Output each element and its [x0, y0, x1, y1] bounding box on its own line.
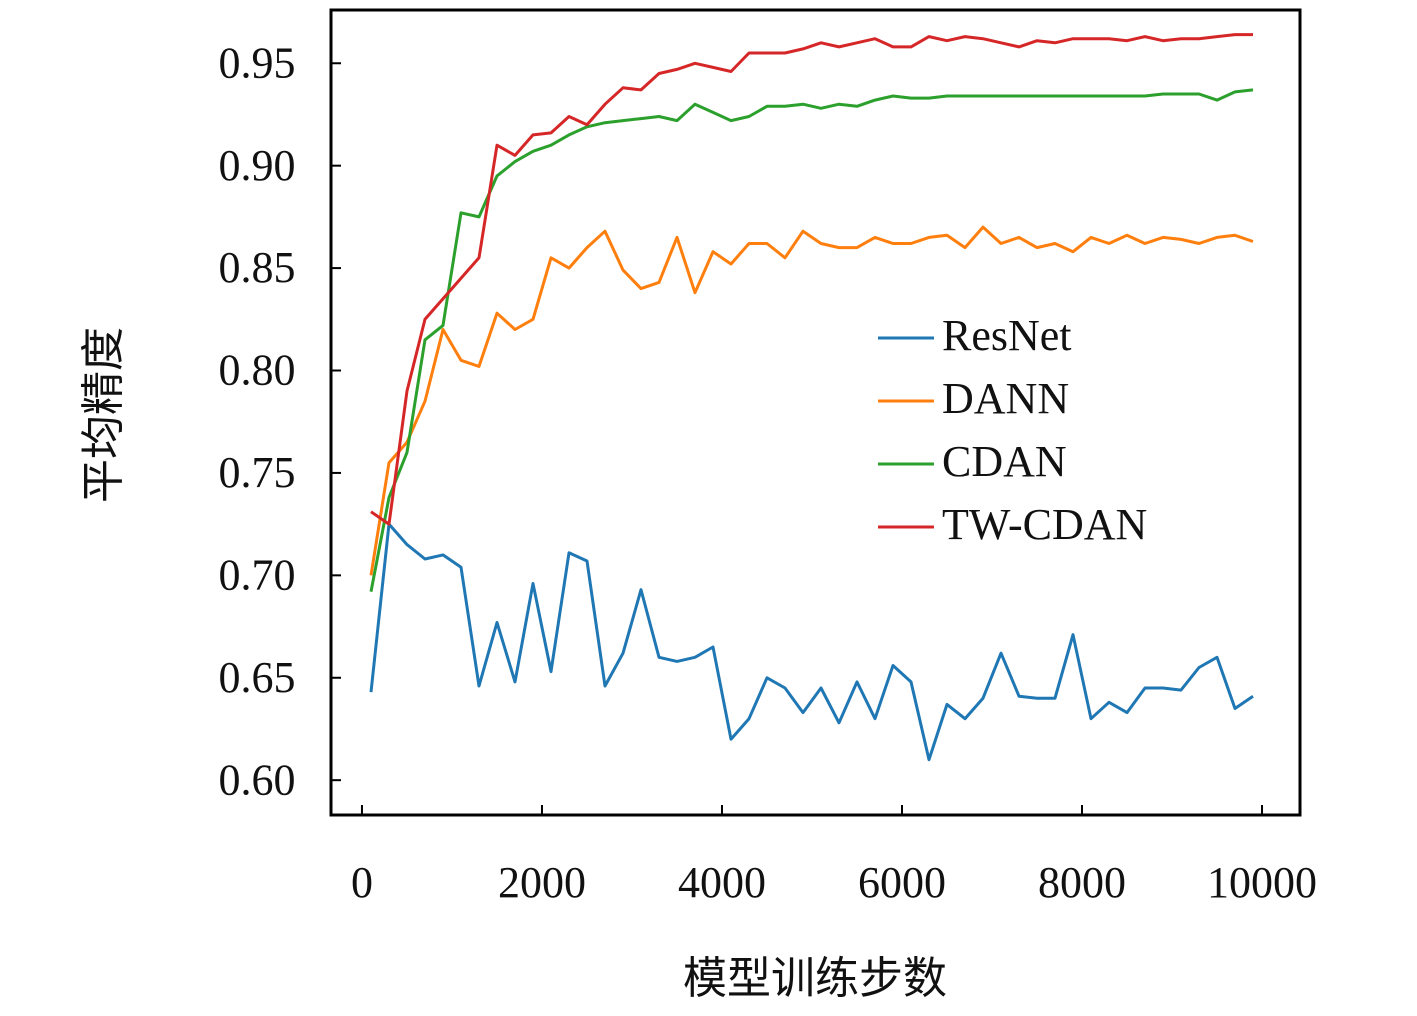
- x-tick-label: 10000: [1207, 858, 1317, 907]
- legend-label: DANN: [942, 374, 1069, 423]
- y-tick-label: 0.60: [219, 755, 296, 804]
- y-tick-label: 0.75: [219, 448, 296, 497]
- x-tick-label: 8000: [1038, 858, 1126, 907]
- series-line: [369, 225, 1254, 576]
- y-tick-label: 0.65: [219, 653, 296, 702]
- y-tick-label: 0.90: [219, 141, 296, 190]
- legend-label: CDAN: [942, 437, 1067, 486]
- x-tick-label: 6000: [858, 858, 946, 907]
- y-tick-label: 0.95: [219, 38, 296, 87]
- x-tick-label: 0: [351, 858, 373, 907]
- y-axis-label: 平均精度: [79, 327, 128, 503]
- y-tick-label: 0.85: [219, 243, 296, 292]
- legend-label: TW-CDAN: [942, 500, 1147, 549]
- legend-label: ResNet: [942, 311, 1072, 360]
- y-tick-label: 0.70: [219, 550, 296, 599]
- x-axis-label: 模型训练步数: [683, 954, 947, 1003]
- series-line: [369, 522, 1254, 762]
- plot-frame: [329, 8, 1302, 817]
- series-line: [370, 33, 1253, 526]
- y-tick-label: 0.80: [219, 346, 296, 395]
- x-tick-label: 2000: [498, 858, 586, 907]
- x-tick-label: 4000: [678, 858, 766, 907]
- series-line: [369, 88, 1254, 592]
